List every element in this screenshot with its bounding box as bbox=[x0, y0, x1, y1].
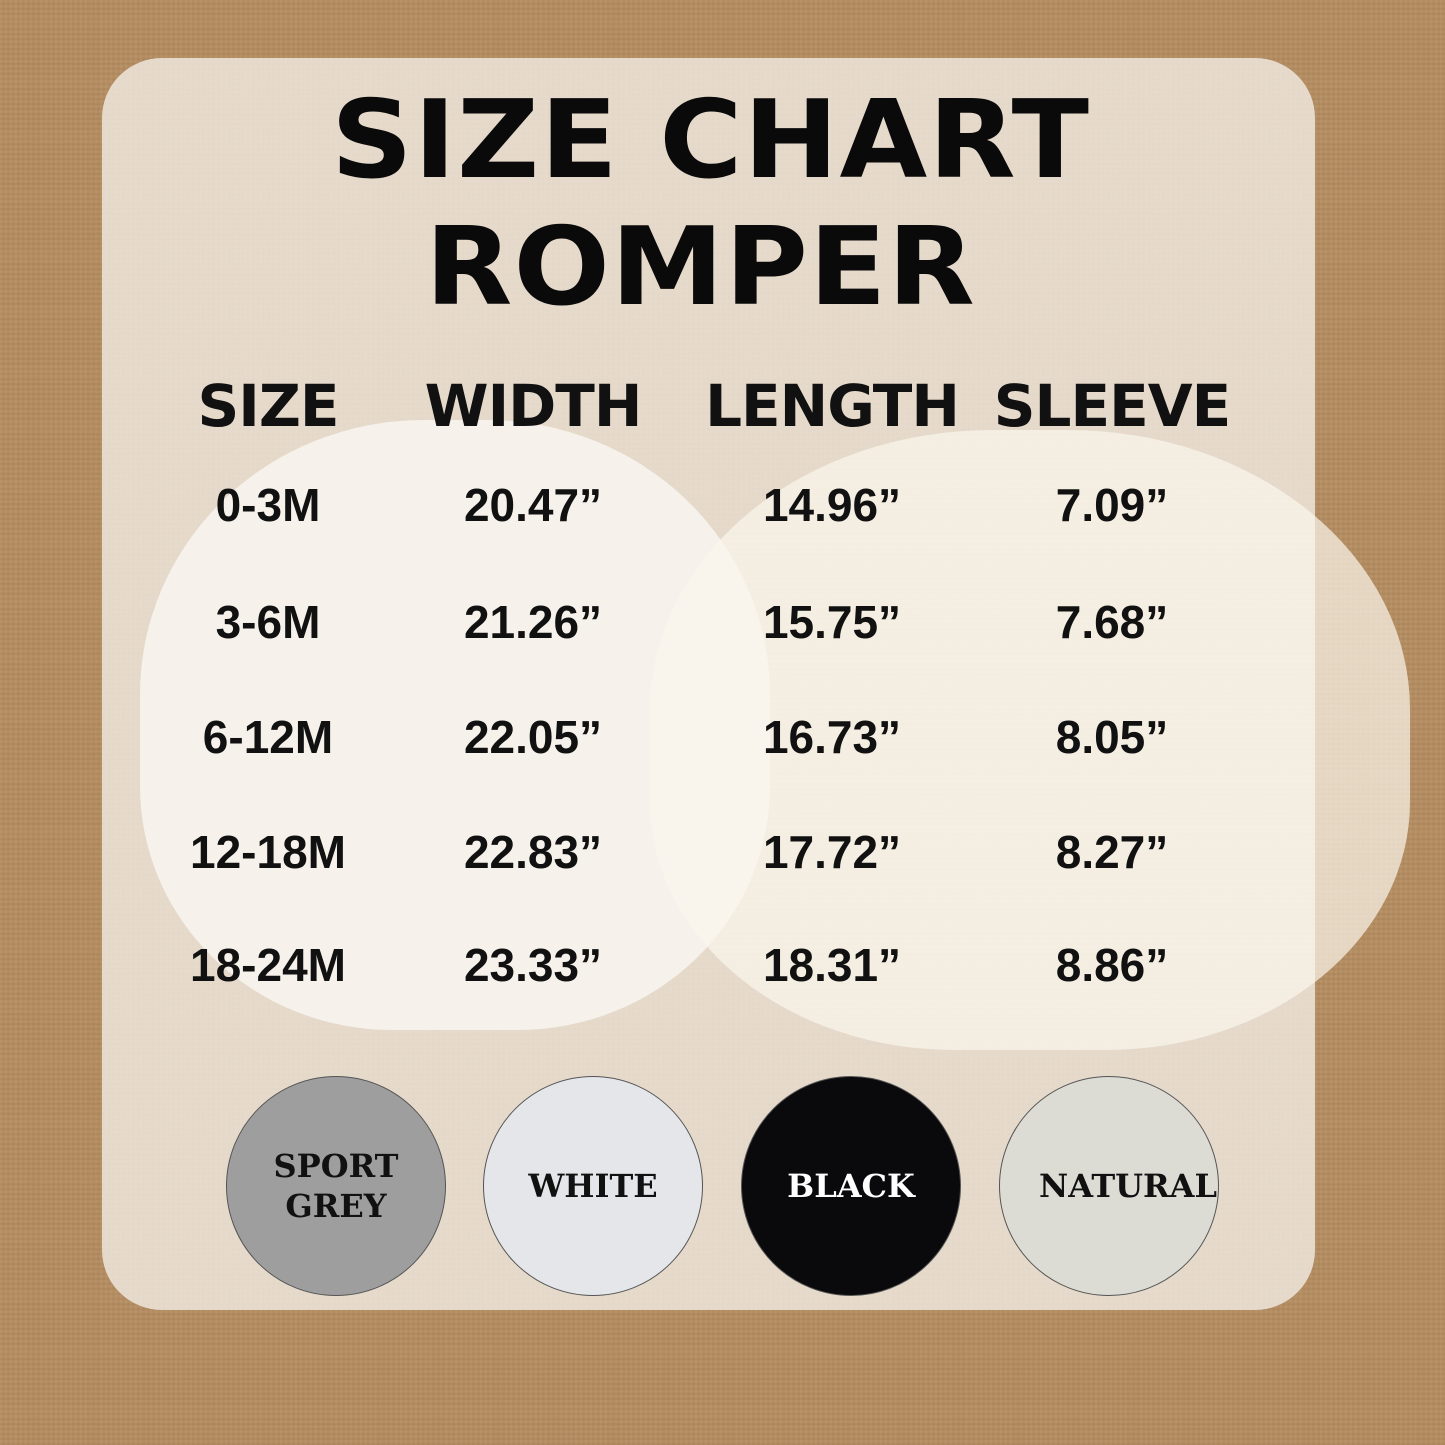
size-label: 3-6M bbox=[215, 596, 321, 648]
measurement-value: 7.09” bbox=[1055, 479, 1169, 531]
measurement-value: 14.96” bbox=[762, 479, 902, 531]
size-label: 6-12M bbox=[202, 711, 334, 763]
measurement-value: 23.33” bbox=[463, 939, 603, 991]
color-label: SPORT GREY bbox=[273, 1147, 399, 1225]
column-header-length: LENGTH bbox=[705, 372, 960, 440]
measurement-value: 8.27” bbox=[1055, 826, 1169, 878]
color-swatch-black: BLACK bbox=[741, 1076, 961, 1296]
color-label: NATURAL bbox=[1039, 1167, 1217, 1205]
measurement-value: 22.05” bbox=[463, 711, 603, 763]
measurement-value: 21.26” bbox=[463, 596, 603, 648]
color-swatch-white: WHITE bbox=[483, 1076, 703, 1296]
measurement-value: 15.75” bbox=[762, 596, 902, 648]
measurement-value: 18.31” bbox=[762, 939, 902, 991]
measurement-value: 8.05” bbox=[1055, 711, 1169, 763]
measurement-value: 20.47” bbox=[463, 479, 603, 531]
measurement-value: 16.73” bbox=[762, 711, 902, 763]
size-label: 18-24M bbox=[190, 939, 346, 991]
column-header-sleeve: SLEEVE bbox=[993, 372, 1231, 440]
natural-romper-image bbox=[650, 430, 1410, 1050]
measurement-value: 17.72” bbox=[762, 826, 902, 878]
color-swatch-sport-grey: SPORT GREY bbox=[226, 1076, 446, 1296]
size-label: 0-3M bbox=[215, 479, 321, 531]
color-label: BLACK bbox=[787, 1167, 915, 1205]
measurement-value: 8.86” bbox=[1055, 939, 1169, 991]
color-label: WHITE bbox=[528, 1167, 658, 1205]
measurement-value: 22.83” bbox=[463, 826, 603, 878]
column-header-width: WIDTH bbox=[424, 372, 643, 440]
column-header-size: SIZE bbox=[197, 372, 339, 440]
color-swatch-natural: NATURAL bbox=[999, 1076, 1219, 1296]
size-label: 12-18M bbox=[190, 826, 346, 878]
title-line-1: SIZE CHART bbox=[330, 78, 1091, 203]
title-line-2: ROMPER bbox=[425, 205, 976, 330]
measurement-value: 7.68” bbox=[1055, 596, 1169, 648]
